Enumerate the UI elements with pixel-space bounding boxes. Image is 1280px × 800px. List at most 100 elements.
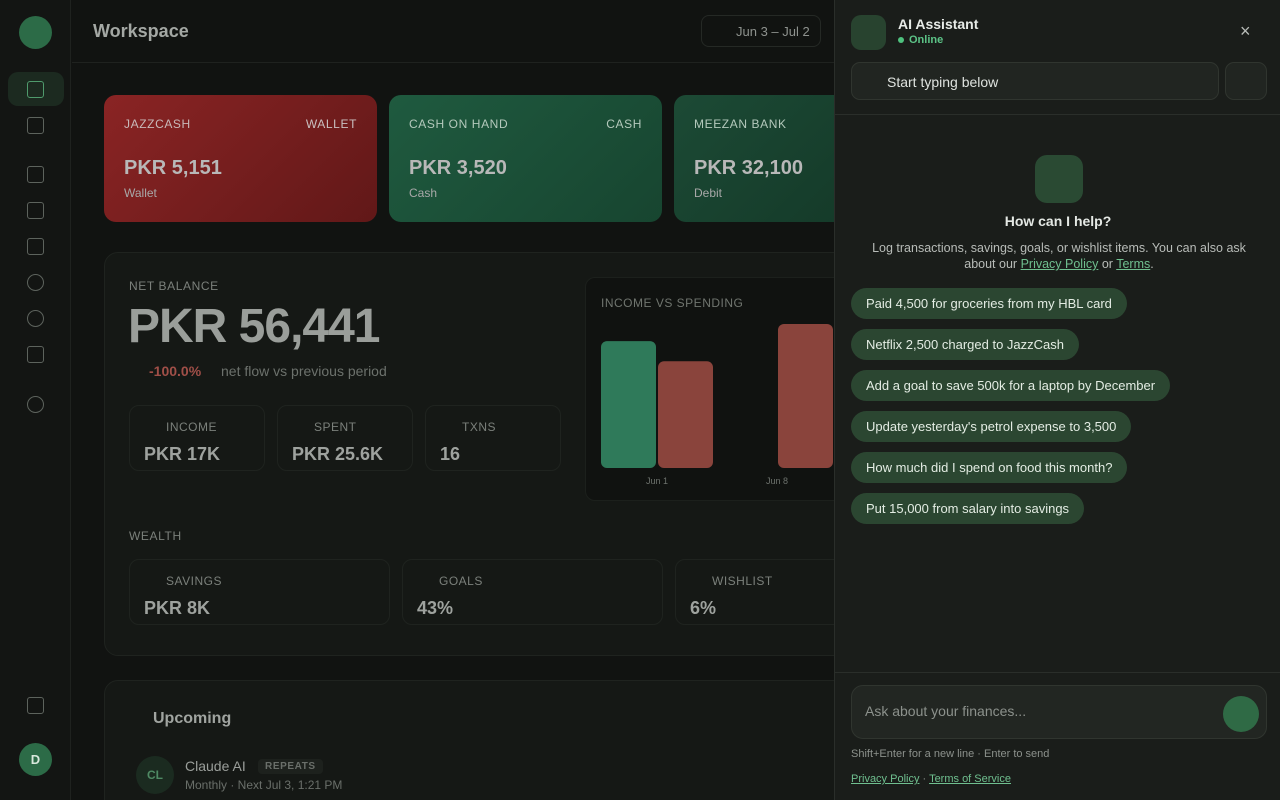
footer-privacy[interactable]: Privacy Policy <box>851 773 920 785</box>
divider <box>835 672 1280 673</box>
footer-links: Privacy Policy · Terms of Service <box>851 773 1011 785</box>
help-icon <box>1035 155 1083 203</box>
stat-card: INCOME PKR 17K <box>129 405 265 471</box>
footer-terms[interactable]: Terms of Service <box>929 773 1011 785</box>
intro-end: . <box>1150 257 1154 271</box>
suggestion-row: Paid 4,500 for groceries from my HBL car… <box>851 288 1271 329</box>
account-type: CASH <box>606 117 642 131</box>
nav-budget[interactable] <box>27 274 44 291</box>
stat-card: SPENT PKR 25.6K <box>277 405 413 471</box>
nav-settings[interactable] <box>27 396 44 413</box>
account-name: MEEZAN BANK <box>694 117 787 131</box>
upcoming-panel: Upcoming CL Claude AI REPEATS Monthly · … <box>104 680 834 800</box>
suggestion-row: Add a goal to save 500k for a laptop by … <box>851 370 1271 411</box>
status-dot <box>898 37 904 43</box>
suggestion-chip[interactable]: Paid 4,500 for groceries from my HBL car… <box>851 288 1127 319</box>
wealth-label: WEALTH <box>129 529 182 543</box>
account-card[interactable]: JAZZCASH WALLET PKR 5,151 Wallet <box>104 95 377 222</box>
nav-reports[interactable] <box>27 117 44 134</box>
input-hint: Shift+Enter for a new line · Enter to se… <box>851 748 1050 760</box>
date-range[interactable]: Jun 3 – Jul 2 <box>701 15 821 47</box>
upcoming-name: Claude AI <box>185 758 246 774</box>
stat-label: INCOME <box>166 420 217 434</box>
wealth-item-value: 43% <box>417 598 454 618</box>
account-subtitle: Wallet <box>124 186 157 200</box>
wealth-item-label: SAVINGS <box>166 574 222 588</box>
suggestion-row: Update yesterday's petrol expense to 3,5… <box>851 411 1271 452</box>
nav-transactions[interactable] <box>27 166 44 183</box>
page-title: Workspace <box>93 21 189 41</box>
suggestion-chip[interactable]: Update yesterday's petrol expense to 3,5… <box>851 411 1132 442</box>
stat-label: TXNS <box>462 420 497 434</box>
net-balance-panel: NET BALANCE PKR 56,441 -100.0% net flow … <box>104 252 834 656</box>
nav-goals[interactable] <box>27 310 44 327</box>
wealth-item-label: GOALS <box>439 574 483 588</box>
upcoming-detail: Monthly · Next Jul 3, 1:21 PM <box>185 778 343 792</box>
wealth-card: WISHLIST 6% <box>675 559 834 625</box>
intro-text: Log transactions, savings, goals, or wis… <box>872 241 1246 271</box>
bar <box>601 341 656 468</box>
suggestion-chip[interactable]: Netflix 2,500 charged to JazzCash <box>851 329 1079 360</box>
stat-value: PKR 25.6K <box>292 444 384 464</box>
suggestion-chip[interactable]: Add a goal to save 500k for a laptop by … <box>851 370 1171 401</box>
terms-link[interactable]: Terms <box>1116 257 1151 271</box>
x-tick-label: Jun 1 <box>646 476 668 486</box>
account-card[interactable]: CASH ON HAND CASH PKR 3,520 Cash <box>389 95 662 222</box>
nav-accounts[interactable] <box>27 238 44 255</box>
wealth-item-value: 6% <box>690 598 717 618</box>
wealth-item-label: WISHLIST <box>712 574 773 588</box>
account-card[interactable]: MEEZAN BANK PKR 32,100 Debit <box>674 95 834 222</box>
chart: Jun 1 Jun 8 <box>601 324 833 486</box>
net-balance-label: NET BALANCE <box>129 279 219 293</box>
account-name: CASH ON HAND <box>409 117 509 131</box>
sidebar: D <box>0 0 71 800</box>
stat-card: TXNS 16 <box>425 405 561 471</box>
suggestion-chip[interactable]: How much did I spend on food this month? <box>851 452 1128 483</box>
nav-wishlist[interactable] <box>27 346 44 363</box>
x-tick-label: Jun 8 <box>766 476 788 486</box>
divider <box>835 114 1280 115</box>
account-name: JAZZCASH <box>124 117 191 131</box>
suggestion-row: How much did I spend on food this month? <box>851 452 1271 493</box>
main: Workspace Jun 3 – Jul 2 JAZZCASH WALLET … <box>72 0 834 800</box>
logo[interactable] <box>19 16 52 49</box>
nav-dashboard[interactable] <box>27 81 44 98</box>
wealth-card: GOALS 43% <box>402 559 663 625</box>
account-subtitle: Cash <box>409 186 438 200</box>
suggestion-chip[interactable]: Put 15,000 from salary into savings <box>851 493 1085 524</box>
stat-value: PKR 17K <box>144 444 221 464</box>
upcoming-initials: CL <box>136 756 174 794</box>
assistant-panel: AI Assistant Online × Start typing below… <box>834 0 1280 800</box>
avatar[interactable]: D <box>19 743 52 776</box>
send-button[interactable] <box>1223 696 1259 732</box>
chart-box: INCOME VS SPENDING Jun 1 Jun 8 <box>585 277 834 501</box>
privacy-link[interactable]: Privacy Policy <box>1020 257 1099 271</box>
bar <box>778 324 833 468</box>
close-button[interactable]: × <box>1240 21 1251 41</box>
wealth-card: SAVINGS PKR 8K <box>129 559 390 625</box>
intro-or: or <box>1101 257 1113 271</box>
session-select[interactable]: Start typing below <box>851 62 1219 100</box>
upcoming-badge: REPEATS <box>258 759 323 774</box>
assistant-status: Online <box>909 34 944 46</box>
new-chat-button[interactable] <box>1225 62 1267 100</box>
help-heading: How can I help? <box>1004 213 1112 229</box>
account-amount: PKR 32,100 <box>694 157 803 179</box>
chat-input[interactable]: Ask about your finances... <box>851 685 1267 739</box>
net-change: -100.0% <box>149 363 202 379</box>
help-intro: Log transactions, savings, goals, or wis… <box>859 240 1259 272</box>
nav-tags[interactable] <box>27 202 44 219</box>
stat-value: 16 <box>440 444 461 464</box>
assistant-title: AI Assistant <box>898 16 979 32</box>
assistant-icon <box>851 15 886 50</box>
collapse-sidebar[interactable] <box>27 697 44 714</box>
chart-title: INCOME VS SPENDING <box>601 296 744 310</box>
account-amount: PKR 3,520 <box>409 157 507 179</box>
net-balance-amount: PKR 56,441 <box>128 300 380 353</box>
suggestion-row: Put 15,000 from salary into savings <box>851 493 1271 534</box>
suggestion-row: Netflix 2,500 charged to JazzCash <box>851 329 1271 370</box>
nav-active[interactable] <box>8 72 64 106</box>
footer-sep: · <box>922 773 927 785</box>
suggestions: Paid 4,500 for groceries from my HBL car… <box>851 288 1271 534</box>
net-change-note: net flow vs previous period <box>221 363 387 379</box>
